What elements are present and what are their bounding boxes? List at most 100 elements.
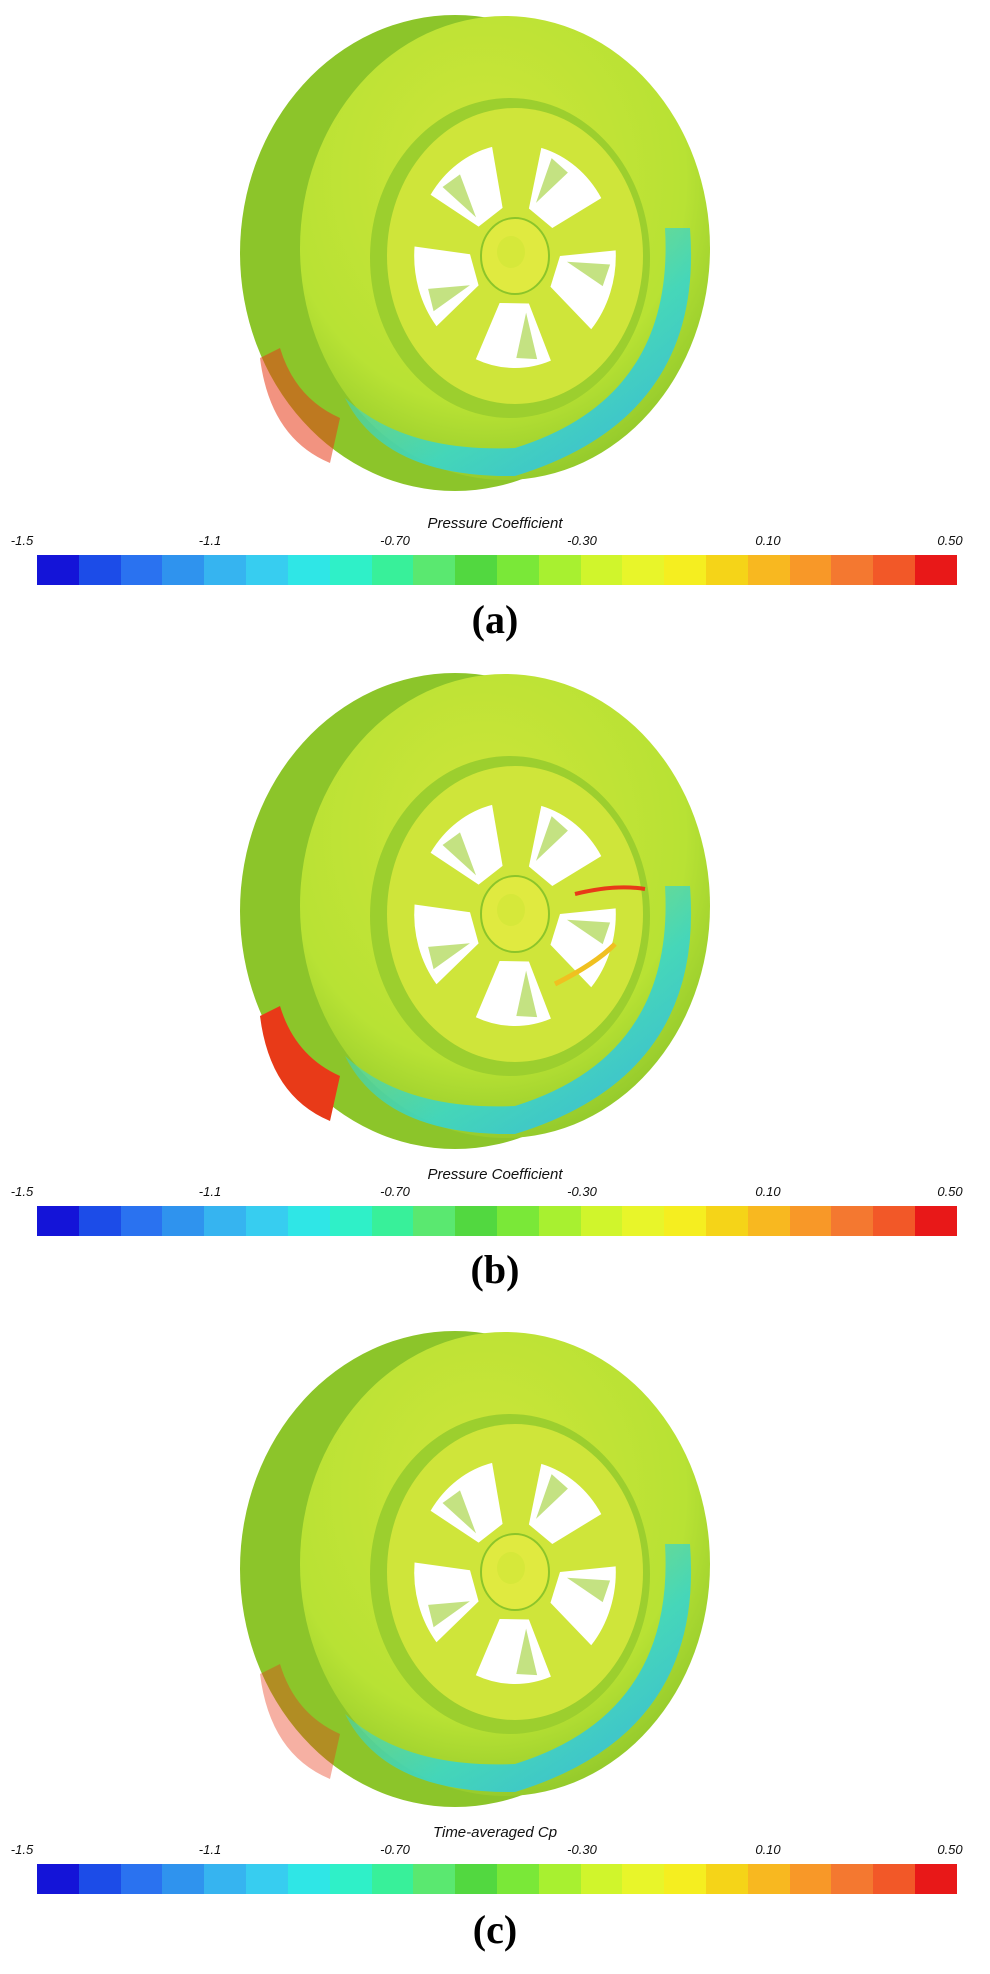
colorbar-segment — [78, 1206, 121, 1236]
colorbar — [37, 1864, 957, 1894]
colorbar-segment — [747, 555, 790, 585]
spoke-gap-shadow — [536, 816, 568, 861]
colorbar-segment — [831, 1864, 874, 1894]
colorbar-segment — [455, 1864, 497, 1894]
colorbar — [37, 555, 957, 585]
hub-center — [497, 1552, 525, 1584]
colorbar-segment — [538, 1206, 581, 1236]
colorbar-segment — [246, 555, 288, 585]
spoke-gap — [430, 146, 503, 227]
colorbar-segment — [287, 555, 330, 585]
spoke-gap-shadow — [566, 1577, 611, 1603]
colorbar-segment — [413, 1206, 456, 1236]
colorbar-segment — [496, 1206, 539, 1236]
spoke-gap-shadow — [428, 285, 470, 312]
colorbar-segment — [287, 1864, 330, 1894]
high-pressure-region — [260, 348, 340, 463]
colorbar-segment — [329, 555, 372, 585]
colorbar-segment — [538, 555, 581, 585]
colorbar-segment — [873, 555, 916, 585]
colorbar-tick: -1.5 — [10, 1842, 34, 1857]
colorbar-segment — [162, 1864, 205, 1894]
spoke-gap-shadow — [566, 261, 611, 287]
colorbar-segment — [204, 1206, 247, 1236]
colorbar-tick: 0.10 — [755, 1842, 781, 1857]
colorbar-tick: 0.10 — [755, 1184, 781, 1199]
colorbar-segment — [789, 1864, 832, 1894]
low-pressure-region — [345, 1544, 692, 1793]
wheel-render-a — [240, 15, 710, 491]
panel-a: Pressure Coefficient -1.5 -1.1 -0.70 -0.… — [0, 0, 990, 658]
colorbar-tick: -0.30 — [567, 533, 597, 548]
colorbar-tick: 0.50 — [937, 1842, 963, 1857]
colorbar-segment — [120, 1206, 163, 1236]
colorbar-segment — [664, 555, 706, 585]
colorbar-segment — [204, 1864, 247, 1894]
low-pressure-region — [345, 228, 692, 477]
panel-label: (b) — [470, 1247, 520, 1292]
spoke-gap — [414, 246, 479, 327]
hub-center — [497, 894, 525, 926]
colorbar-segment — [664, 1206, 706, 1236]
hub-high-pressure-streak — [574, 885, 646, 896]
colorbar-segment — [371, 1206, 414, 1236]
colorbar-tick: -1.5 — [10, 533, 34, 548]
high-pressure-region — [260, 1006, 340, 1121]
colorbar-segment — [580, 1864, 623, 1894]
colorbar-segment — [915, 1206, 957, 1236]
colorbar-segment — [162, 1206, 205, 1236]
colorbar-tick: -1.1 — [198, 533, 222, 548]
colorbar-segment — [664, 1864, 706, 1894]
colorbar-tick: 0.50 — [937, 533, 963, 548]
colorbar-segment — [413, 1864, 456, 1894]
colorbar-title: Pressure Coefficient — [427, 515, 563, 532]
colorbar-segment — [580, 1206, 623, 1236]
colorbar-tick: 0.50 — [937, 1184, 963, 1199]
colorbar-segment — [915, 555, 957, 585]
hub-mid-pressure-streak — [553, 942, 617, 987]
colorbar-segment — [538, 1864, 581, 1894]
colorbar-segment — [78, 1864, 121, 1894]
colorbar-tick: -0.70 — [380, 533, 410, 548]
spoke-gap-shadow — [516, 312, 538, 360]
spoke-gap — [528, 147, 602, 229]
colorbar-segment — [204, 555, 247, 585]
spoke-gap — [528, 1463, 602, 1545]
colorbar-tick: -1.5 — [10, 1184, 34, 1199]
colorbar-segment — [162, 555, 205, 585]
colorbar-segment — [455, 555, 497, 585]
panel-b: Pressure Coefficient -1.5 -1.1 -0.70 -0.… — [0, 658, 990, 1316]
colorbar-segment — [37, 1864, 79, 1894]
spoke-gap-shadow — [442, 832, 477, 876]
spoke-gap — [430, 804, 503, 885]
colorbar-segment — [831, 555, 874, 585]
high-pressure-region — [260, 1664, 340, 1779]
colorbar-title: Pressure Coefficient — [427, 1166, 563, 1183]
colorbar-segment — [37, 1206, 79, 1236]
wheel-render-b — [240, 673, 710, 1149]
spoke-gap-shadow — [516, 970, 538, 1018]
colorbar-segment — [747, 1864, 790, 1894]
spoke-gap-shadow — [428, 1601, 470, 1628]
colorbar-segment — [496, 555, 539, 585]
colorbar-tick: -1.1 — [198, 1184, 222, 1199]
colorbar-segment — [622, 1864, 665, 1894]
colorbar-segment — [455, 1206, 497, 1236]
colorbar-segment — [120, 555, 163, 585]
colorbar-segment — [287, 1206, 330, 1236]
colorbar-segment — [622, 1206, 665, 1236]
spoke-gap — [430, 1462, 503, 1543]
colorbar-segment — [747, 1206, 790, 1236]
panel-c: Time-averaged Cp -1.5 -1.1 -0.70 -0.30 0… — [0, 1316, 990, 1974]
colorbar-segment — [706, 1206, 748, 1236]
colorbar-segment — [580, 555, 623, 585]
panel-label: (c) — [472, 1907, 518, 1952]
spoke-gap-shadow — [536, 1474, 568, 1519]
colorbar — [37, 1206, 957, 1236]
spoke-gap-shadow — [442, 174, 477, 218]
colorbar-segment — [120, 1864, 163, 1894]
colorbar-segment — [706, 555, 748, 585]
colorbar-segment — [789, 1206, 832, 1236]
colorbar-segment — [789, 555, 832, 585]
colorbar-segment — [37, 555, 79, 585]
